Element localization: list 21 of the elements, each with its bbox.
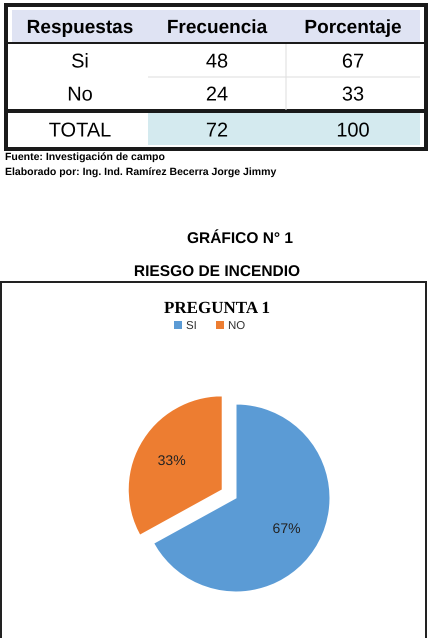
text: RIESGO DE INCENDIO bbox=[134, 263, 300, 280]
data-label: 48 bbox=[206, 50, 228, 72]
data-label: 33 bbox=[342, 84, 364, 106]
data-label: 67 bbox=[342, 50, 364, 72]
legend-label: NO bbox=[228, 320, 246, 332]
text: GRÁFICO N° 1 bbox=[186, 229, 294, 247]
category-label: Si bbox=[71, 50, 89, 72]
text: Respuestas bbox=[26, 17, 134, 38]
text: Elaborado por: Ing. Ind. Ramírez Becerra Jorge Jimmy bbox=[5, 166, 276, 178]
data-label: 24 bbox=[206, 84, 228, 106]
data-label: 33% bbox=[158, 452, 186, 468]
chart-title: PREGUNTA 1 bbox=[164, 298, 270, 317]
text: Porcentaje bbox=[304, 17, 402, 38]
data-label: 72 bbox=[206, 120, 228, 142]
series-label: Frecuencia bbox=[166, 17, 268, 38]
category-label: No bbox=[67, 84, 93, 106]
legend-label: SI bbox=[186, 320, 197, 332]
category-label: TOTAL bbox=[48, 120, 112, 142]
source-note: Fuente: Investigación de campo bbox=[5, 151, 165, 163]
data-label: 100 bbox=[336, 120, 370, 142]
data-label: 67% bbox=[272, 520, 301, 536]
